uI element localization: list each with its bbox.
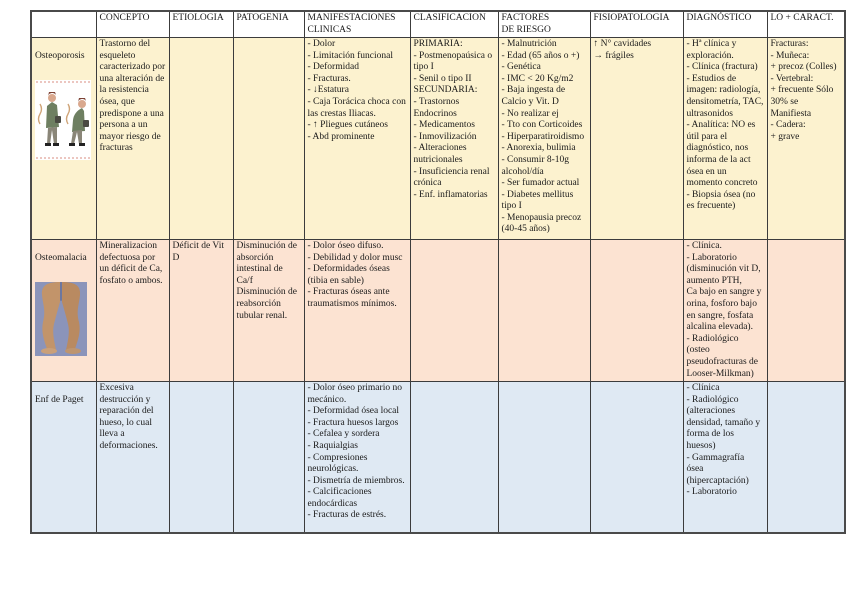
cell-etiologia: Déficit de Vit D bbox=[168, 239, 234, 383]
table-row-osteomalacia: Osteomalacia Mineralizacion defectuosa p… bbox=[30, 239, 846, 383]
header-lo-caract: LO + CARACT. bbox=[766, 10, 846, 39]
header-concepto: CONCEPTO bbox=[95, 10, 170, 39]
cell-diagnostico: - Hª clínica y exploración. - Clínica (f… bbox=[682, 37, 768, 241]
header-empty bbox=[30, 10, 97, 39]
cell-patogenia: Disminución de absorción intestinal de C… bbox=[232, 239, 305, 383]
header-etiologia: ETIOLOGIA bbox=[168, 10, 234, 39]
header-row: CONCEPTO ETIOLOGIA PATOGENIA MANIFESTACI… bbox=[30, 10, 846, 39]
header-manifestaciones: MANIFESTACIONES CLINICAS bbox=[303, 10, 411, 39]
cell-diagnostico: - Clínica - Radiológico (alteraciones de… bbox=[682, 381, 768, 534]
cell-factores: - Malnutrición - Edad (65 años o +) - Ge… bbox=[497, 37, 591, 241]
header-diagnostico: DIAGNÓSTICO bbox=[682, 10, 768, 39]
cell-lo-caract bbox=[766, 381, 846, 534]
cell-manifestaciones: - Dolor óseo primario no mecánico. - Def… bbox=[303, 381, 411, 534]
cell-lo-caract bbox=[766, 239, 846, 383]
header-patogenia: PATOGENIA bbox=[232, 10, 305, 39]
cell-manifestaciones: - Dolor óseo difuso. - Debilidad y dolor… bbox=[303, 239, 411, 383]
cell-diagnostico: - Clínica. - Laboratorio (disminución vi… bbox=[682, 239, 768, 383]
cell-patogenia bbox=[232, 37, 305, 241]
cell-lo-caract: Fracturas: - Muñeca: + precoz (Colles) -… bbox=[766, 37, 846, 241]
cell-fisiopatologia: ↑ N° cavidades → frágiles bbox=[589, 37, 684, 241]
cell-patogenia bbox=[232, 381, 305, 534]
cell-clasificacion: PRIMARIA: - Postmenopaúsica o tipo I - S… bbox=[409, 37, 499, 241]
disease-cell-enf-de-paget: Enf de Paget bbox=[30, 381, 97, 534]
cell-etiologia bbox=[168, 37, 234, 241]
cell-fisiopatologia bbox=[589, 239, 684, 383]
cell-concepto: Excesiva destrucción y reparación del hu… bbox=[95, 381, 170, 534]
bowed-legs-image bbox=[35, 281, 87, 356]
stooping-women-progression-image bbox=[35, 79, 91, 160]
disease-cell-osteomalacia: Osteomalacia bbox=[30, 239, 97, 383]
cell-clasificacion bbox=[409, 239, 499, 383]
disease-name: Osteomalacia bbox=[35, 252, 87, 263]
disease-cell-osteoporosis: Osteoporosis bbox=[30, 37, 97, 241]
header-fisiopatologia: FISIOPATOLOGIA bbox=[589, 10, 684, 39]
disease-name: Osteoporosis bbox=[35, 50, 85, 61]
cell-concepto: Trastorno del esqueleto caracterizado po… bbox=[95, 37, 170, 241]
cell-factores bbox=[497, 239, 591, 383]
header-factores-riesgo: FACTORES DE RIESGO bbox=[497, 10, 591, 39]
disease-comparison-table: CONCEPTO ETIOLOGIA PATOGENIA MANIFESTACI… bbox=[30, 10, 846, 534]
cell-etiologia bbox=[168, 381, 234, 534]
table-row-enf-de-paget: Enf de Paget Excesiva destrucción y repa… bbox=[30, 381, 846, 534]
cell-clasificacion bbox=[409, 381, 499, 534]
header-clasificacion: CLASIFICACION bbox=[409, 10, 499, 39]
cell-manifestaciones: - Dolor - Limitación funcional - Deformi… bbox=[303, 37, 411, 241]
disease-name: Enf de Paget bbox=[35, 394, 84, 405]
table-row-osteoporosis: Osteoporosis bbox=[30, 37, 846, 241]
cell-fisiopatologia bbox=[589, 381, 684, 534]
cell-concepto: Mineralizacion defectuosa por un déficit… bbox=[95, 239, 170, 383]
cell-factores bbox=[497, 381, 591, 534]
